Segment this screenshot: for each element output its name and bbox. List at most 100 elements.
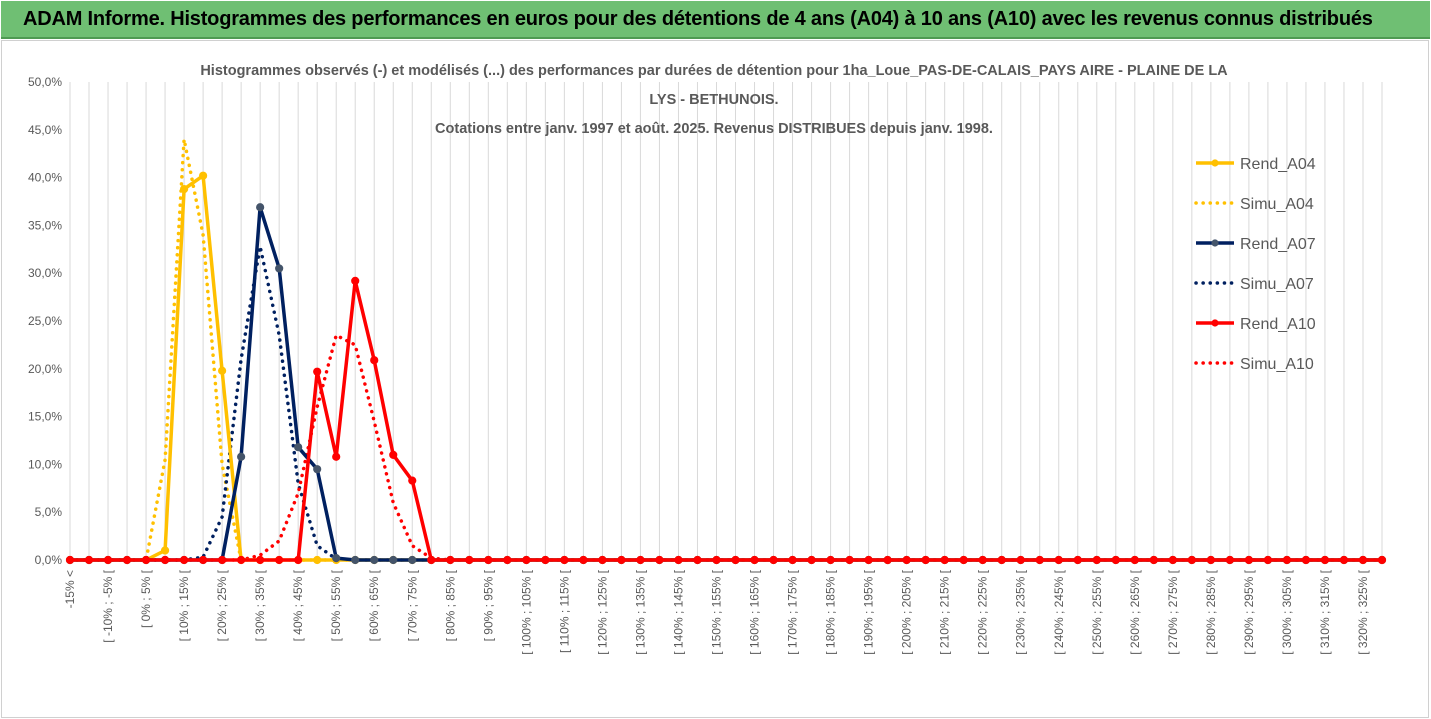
data-point-Rend_A04 bbox=[199, 171, 208, 180]
data-point-Rend_A10 bbox=[712, 555, 721, 565]
x-tick-label: [ -10% ; -5% [ bbox=[101, 569, 115, 642]
data-point-Rend_A10 bbox=[332, 452, 341, 461]
x-tick-label: [ 230% ; 235% [ bbox=[1014, 569, 1028, 654]
data-point-Rend_A10 bbox=[199, 555, 208, 565]
x-tick-label: [ 40% ; 45% [ bbox=[291, 569, 305, 641]
data-point-Rend_A10 bbox=[465, 555, 474, 565]
legend: Rend_A04 Simu_A04 Rend_A07 Simu_A07 Rend_A10… bbox=[1194, 156, 1316, 373]
data-point-Rend_A10 bbox=[826, 555, 835, 565]
data-point-Rend_A04 bbox=[218, 366, 227, 375]
data-point-Rend_A10 bbox=[807, 555, 816, 565]
data-point-Rend_A10 bbox=[864, 555, 873, 565]
data-point-Rend_A10 bbox=[731, 555, 740, 565]
data-point-Rend_A07 bbox=[275, 264, 284, 273]
data-point-Rend_A07 bbox=[237, 452, 246, 461]
data-point-Rend_A07 bbox=[351, 555, 360, 565]
data-point-Rend_A10 bbox=[294, 555, 303, 565]
header-banner: ADAM Informe. Histogrammes des performan… bbox=[1, 1, 1430, 39]
data-point-Rend_A10 bbox=[883, 555, 892, 565]
data-point-Rend_A10 bbox=[997, 555, 1006, 565]
data-point-Rend_A10 bbox=[1016, 555, 1025, 565]
x-tick-label: [ 120% ; 125% [ bbox=[595, 569, 609, 654]
y-tick-label: 25,0% bbox=[28, 314, 62, 328]
x-tick-label: [ 300% ; 305% [ bbox=[1280, 569, 1294, 654]
series-line-Simu_A07 bbox=[68, 244, 1384, 562]
series-line-Simu_A10 bbox=[68, 333, 1384, 562]
x-tick-label: [ 0% ; 5% [ bbox=[139, 569, 153, 628]
data-point-Rend_A10 bbox=[940, 555, 949, 565]
y-tick-label: 10,0% bbox=[28, 457, 62, 471]
legend-label-Simu_A07: Simu_A07 bbox=[1240, 276, 1314, 293]
x-tick-label: [ 310% ; 315% [ bbox=[1318, 569, 1332, 654]
x-tick-label: [ 80% ; 85% [ bbox=[443, 569, 457, 641]
y-tick-label: 20,0% bbox=[28, 362, 62, 376]
x-tick-label: [ 160% ; 165% [ bbox=[748, 569, 762, 654]
y-tick-label: 50,0% bbox=[28, 75, 62, 89]
data-point-Rend_A10 bbox=[598, 555, 607, 565]
grid bbox=[69, 82, 1383, 561]
data-point-Rend_A10 bbox=[788, 555, 797, 565]
data-point-Rend_A10 bbox=[1339, 555, 1349, 565]
data-point-Rend_A10 bbox=[921, 555, 930, 565]
data-point-Rend_A10 bbox=[179, 555, 189, 565]
y-tick-label: 35,0% bbox=[28, 218, 62, 232]
y-tick-label: 30,0% bbox=[28, 266, 62, 280]
data-point-Rend_A10 bbox=[674, 555, 683, 565]
data-point-Rend_A10 bbox=[750, 555, 759, 565]
x-tick-label: [ 90% ; 95% [ bbox=[481, 569, 495, 641]
data-point-Rend_A10 bbox=[370, 356, 379, 365]
data-point-Rend_A10 bbox=[1035, 555, 1044, 565]
x-tick-label: [ 270% ; 275% [ bbox=[1166, 569, 1180, 654]
legend-label-Rend_A04: Rend_A04 bbox=[1240, 156, 1316, 173]
data-point-Rend_A10 bbox=[1320, 555, 1330, 565]
data-point-Rend_A10 bbox=[978, 555, 987, 565]
data-point-Rend_A10 bbox=[1282, 555, 1292, 565]
data-point-Rend_A04 bbox=[179, 184, 189, 194]
legend-label-Rend_A10: Rend_A10 bbox=[1240, 316, 1316, 333]
data-point-Rend_A10 bbox=[446, 555, 455, 565]
x-tick-label: [ 320% ; 325% [ bbox=[1356, 569, 1370, 654]
series-line-Rend_A10 bbox=[70, 279, 1382, 562]
x-tick-label: -15% < bbox=[63, 570, 77, 608]
legend-label-Simu_A04: Simu_A04 bbox=[1240, 196, 1314, 213]
x-tick-label: [ 70% ; 75% [ bbox=[405, 569, 419, 641]
chart-title: Histogrammes observés (-) et modélisés (… bbox=[200, 63, 1228, 137]
data-point-Rend_A10 bbox=[427, 555, 436, 565]
data-point-Rend_A10 bbox=[579, 555, 588, 565]
data-point-Rend_A07 bbox=[332, 553, 341, 563]
x-tick-label: [ 20% ; 25% [ bbox=[215, 569, 229, 641]
data-point-Rend_A10 bbox=[1073, 555, 1082, 565]
legend-marker-Rend_A04 bbox=[1211, 159, 1219, 167]
data-point-Rend_A10 bbox=[959, 555, 968, 565]
series-line-Simu_A04 bbox=[68, 137, 1384, 562]
x-tick-label: [ 260% ; 265% [ bbox=[1128, 569, 1142, 654]
x-tick-label: [ 60% ; 65% [ bbox=[367, 569, 381, 641]
series-line-Rend_A07 bbox=[70, 205, 1382, 562]
y-axis-ticks: 0,0% 5,0% 10,0% 15,0% 20,0% 25,0% 30,0% 35,0% 40… bbox=[28, 75, 62, 567]
x-tick-label: [ 150% ; 155% [ bbox=[709, 569, 723, 654]
data-point-Rend_A10 bbox=[1301, 555, 1311, 565]
x-tick-label: [ 30% ; 35% [ bbox=[253, 569, 267, 641]
series bbox=[65, 137, 1387, 565]
x-tick-label: [ 110% ; 115% [ bbox=[557, 569, 571, 653]
x-tick-label: [ 10% ; 15% [ bbox=[177, 569, 191, 641]
data-point-Rend_A10 bbox=[560, 555, 569, 565]
chart-frame bbox=[1, 40, 1429, 718]
x-tick-label: [ 220% ; 225% [ bbox=[976, 569, 990, 654]
x-tick-label: [ 240% ; 245% [ bbox=[1052, 569, 1066, 654]
x-tick-label: [ 140% ; 145% [ bbox=[671, 569, 685, 654]
chart-title-line-3: Cotations entre janv. 1997 et août. 2025… bbox=[435, 121, 993, 137]
x-tick-label: [ 250% ; 255% [ bbox=[1090, 569, 1104, 654]
data-point-Rend_A10 bbox=[769, 555, 778, 565]
data-point-Rend_A10 bbox=[122, 555, 132, 565]
x-tick-label: [ 180% ; 185% [ bbox=[824, 569, 838, 654]
data-point-Rend_A10 bbox=[693, 555, 702, 565]
data-point-Rend_A04 bbox=[160, 546, 170, 555]
x-tick-label: [ 170% ; 175% [ bbox=[786, 569, 800, 654]
legend-marker-Rend_A07 bbox=[1211, 239, 1219, 247]
data-point-Rend_A10 bbox=[617, 555, 626, 565]
data-point-Rend_A07 bbox=[370, 555, 379, 565]
data-point-Rend_A10 bbox=[218, 555, 227, 565]
x-tick-label: [ 50% ; 55% [ bbox=[329, 569, 343, 641]
